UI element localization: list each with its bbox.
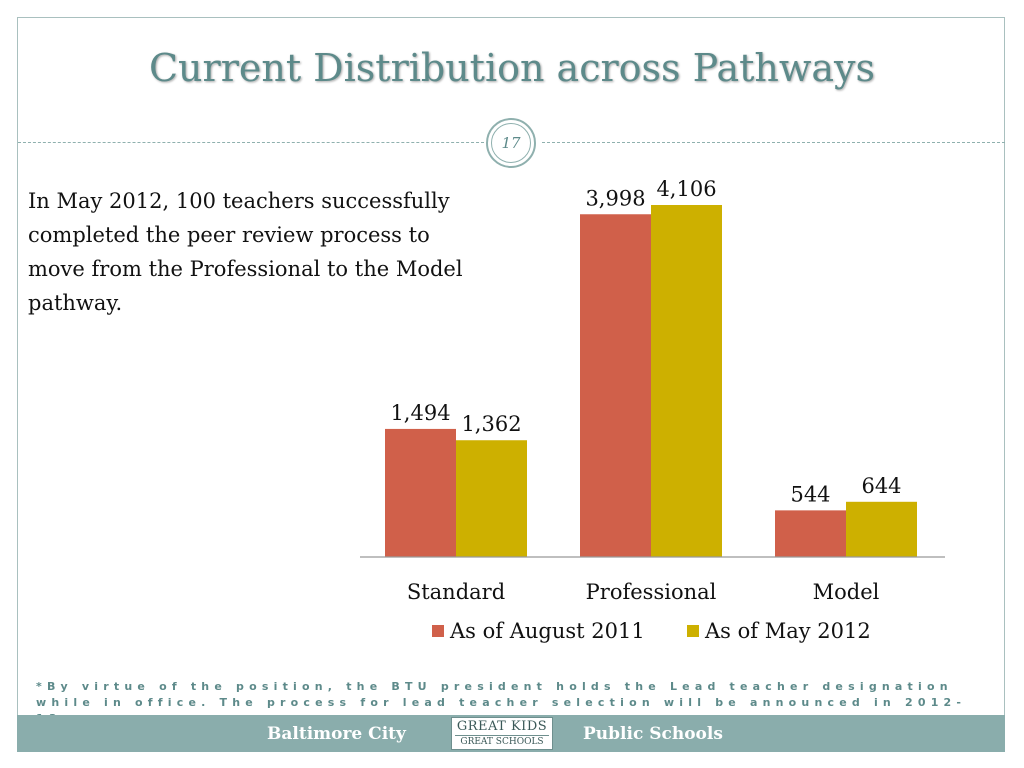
- data-label-model-series-1: 544: [790, 482, 830, 506]
- page-number: 17: [491, 123, 531, 163]
- data-label-model-series-2: 644: [861, 474, 901, 498]
- bar-model-series-1: [775, 510, 846, 557]
- data-label-professional-series-1: 3,998: [585, 186, 645, 210]
- legend-label-series-2: As of May 2012: [704, 619, 871, 643]
- logo-line-2: GREAT SCHOOLS: [455, 735, 549, 748]
- data-label-standard-series-1: 1,494: [390, 401, 450, 425]
- title-divider-right: [542, 142, 1005, 143]
- footer-left-text: Baltimore City: [267, 724, 406, 744]
- data-label-professional-series-2: 4,106: [656, 177, 716, 201]
- page-number-badge: 17: [486, 118, 536, 168]
- category-label-professional: Professional: [586, 580, 717, 604]
- legend-swatch-series-1: [432, 625, 444, 637]
- category-label-model: Model: [813, 580, 880, 604]
- footer-bar: Baltimore City GREAT KIDS GREAT SCHOOLS …: [17, 715, 1005, 752]
- bar-chart: 1,494 1,362 Standard 3,998 4,106 Professional…: [360, 177, 945, 643]
- footer-right-text: Public Schools: [583, 724, 723, 744]
- logo-line-1: GREAT KIDS: [456, 719, 548, 734]
- bar-model-series-2: [846, 501, 917, 557]
- category-label-standard: Standard: [407, 580, 505, 604]
- bar-professional-series-2: [651, 205, 722, 557]
- legend-label-series-1: As of August 2011: [449, 619, 645, 643]
- bar-standard-series-2: [456, 440, 527, 557]
- bar-standard-series-1: [385, 428, 456, 557]
- slide-title: Current Distribution across Pathways: [148, 46, 876, 90]
- great-kids-logo: GREAT KIDS GREAT SCHOOLS: [451, 717, 553, 750]
- bar-professional-series-1: [580, 214, 651, 557]
- data-label-standard-series-2: 1,362: [461, 412, 521, 436]
- legend-swatch-series-2: [687, 625, 699, 637]
- body-text: In May 2012, 100 teachers successfully c…: [28, 189, 463, 315]
- title-divider-left: [18, 142, 484, 143]
